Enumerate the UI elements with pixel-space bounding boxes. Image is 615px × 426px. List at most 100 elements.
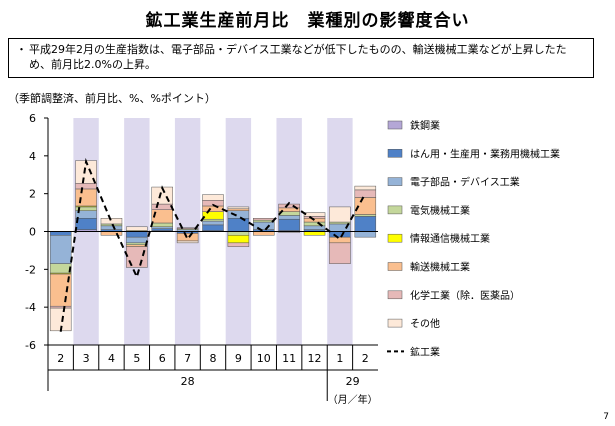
bar-segment [126,242,148,245]
legend-swatch [387,205,403,215]
page-number: 7 [603,412,609,422]
bar-segment [303,231,326,236]
x-tick-label: 11 [282,352,296,365]
bar-segment [126,244,148,247]
legend-swatch [387,233,403,243]
bar-segment [253,219,275,223]
bar-segment [202,194,224,201]
bar-segment [151,203,173,210]
period-unit-label: （月／年） [328,393,378,406]
bar-segment [227,235,250,244]
year-label: 29 [346,375,360,388]
bar-segment [227,210,250,219]
x-tick-label: 8 [210,352,217,365]
summary-text: 平成29年2月の生産指数は、電子部品・デバイス工業などが低下したものの、輸送機械… [29,43,567,71]
legend-swatch [387,177,403,186]
x-tick-label: 6 [159,352,166,365]
x-tick-label: 2 [362,352,369,365]
bar-segment [329,206,351,223]
legend-label: 化学工業（除．医薬品） [410,289,520,302]
y-tick-label: -6 [25,339,36,352]
bar-segment [176,227,199,229]
y-tick-label: 6 [29,112,36,125]
bar-segment [151,222,173,228]
bar-segment [253,231,275,236]
x-tick-label: 2 [57,352,64,365]
bar-segment [253,221,275,230]
bar-segment [100,218,123,225]
x-tick-label: 12 [308,352,322,365]
bar-segment [49,231,72,236]
bar-segment [151,228,173,231]
bar-segment [151,226,173,229]
bar-segment [227,218,250,232]
legend-label: はん用・生産用・業務用機械工業 [410,147,560,160]
legend-swatch [387,318,403,328]
legend-label: 鉄鋼業 [410,119,440,132]
bar-segment [354,185,377,191]
bar-segment [202,205,224,212]
page-title: 鉱工業生産前月比 業種別の影響度合い [145,11,470,31]
bar-segment [176,240,199,244]
x-tick-label: 4 [108,352,115,365]
legend-label: その他 [410,317,440,330]
x-tick-label: 7 [184,352,191,365]
bar-segment [49,305,72,309]
legend-swatch [387,290,403,300]
bar-segment [202,220,224,226]
bar-segment [126,246,148,268]
bar-segment [329,231,351,238]
legend-swatch [387,149,403,158]
year-label: 28 [181,375,195,388]
bar-segment [202,224,224,231]
bar-segment [303,216,326,219]
bar-segment [303,218,326,223]
bar-segment [49,235,72,264]
bar-segment [75,218,97,230]
x-tick-label: 5 [133,352,140,365]
bar-segment [75,188,97,207]
bar-segment [126,231,148,238]
y-tick-label: 0 [29,226,36,239]
x-tick-label: 10 [257,352,271,365]
bar-segment [100,225,123,230]
bar-segment [227,231,250,236]
summary-box: ・ 平成29年2月の生産指数は、電子部品・デバイス工業などが低下したものの、輸送… [8,38,594,78]
y-tick-label: -2 [25,263,36,276]
bar-segment [227,208,250,211]
x-tick-label: 3 [83,352,90,365]
legend-swatch [387,262,403,271]
legend-label: 電気機械工業 [410,204,470,217]
y-tick-label: -4 [25,301,36,314]
bar-segment [75,183,97,190]
y-tick-label: 4 [29,150,36,163]
bar-segment [303,212,326,217]
bar-segment [329,242,351,264]
bar-segment [49,263,72,274]
bullet-marker: ・ [16,43,27,56]
bar-segment [227,242,250,247]
x-tick-label: 1 [336,352,343,365]
bar-segment [176,233,199,242]
bar-segment [354,214,377,217]
bar-segment [100,223,123,227]
unit-label: （季節調整済、前月比、%、%ポイント） [8,92,216,105]
legend-swatch [387,120,403,130]
bar-segment [253,218,275,221]
bar-segment [126,236,148,244]
bar-segment [100,231,123,236]
legend-label: 情報通信機械工業 [410,232,490,245]
bar-segment [354,216,377,232]
bar-segment [329,221,351,225]
x-tick-label: 9 [235,352,242,365]
legend-label: 輸送機械工業 [410,261,470,274]
bar-segment [202,211,224,220]
bar-segment [329,236,351,244]
bar-segment [202,218,224,222]
line-series-path [59,157,367,332]
legend-label: 電子部品・デバイス工業 [410,176,520,189]
bar-segment [227,206,250,210]
bar-segment [126,226,148,231]
bar-segment [278,218,300,231]
